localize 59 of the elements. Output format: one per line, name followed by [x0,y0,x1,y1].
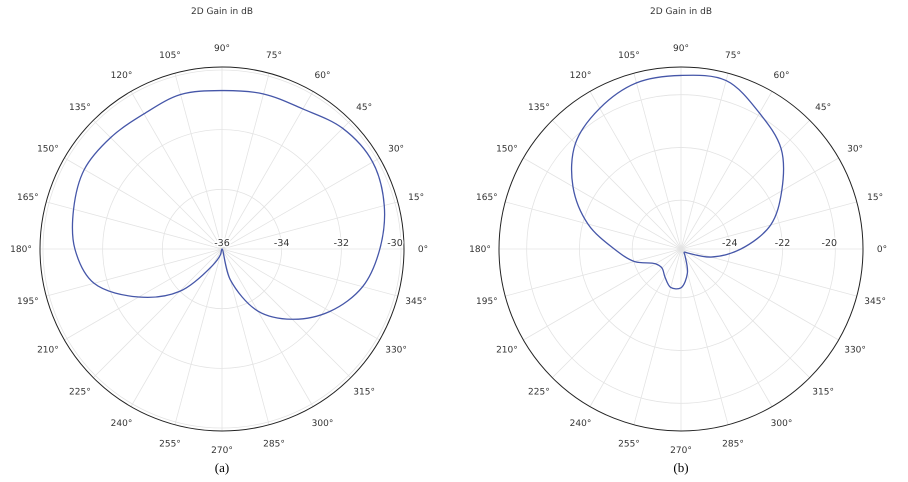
spoke-label: 285° [722,439,744,450]
spoke-label: 120° [110,71,132,82]
spoke-label: 120° [570,71,592,82]
spoke-label: 315° [353,387,375,398]
spoke-label: 135° [528,103,550,114]
spoke-label: 330° [844,346,866,356]
spoke-label: 45° [356,103,372,114]
y-tick-label: -22 [774,238,790,249]
y-tick-label: -24 [722,238,738,249]
y-tick-label: -32 [334,238,350,249]
y-tick-label: -30 [387,238,403,249]
spoke-label: 60° [314,71,330,82]
spoke-label: 165° [476,193,498,204]
spoke-label: 345° [405,297,427,308]
spoke-label: 210° [37,346,59,356]
spoke-label: 75° [725,51,741,61]
spoke-label: 315° [812,387,834,398]
y-tick-label: -20 [822,238,838,249]
spoke-label: 60° [774,71,790,82]
spoke-label: 210° [496,346,518,356]
spoke-label: 15° [408,193,424,204]
spoke-label: 330° [385,346,407,356]
spoke-label: 180° [469,245,491,256]
spoke-label: 195° [476,297,498,308]
spoke-label: 90° [214,44,230,54]
y-tick-label: -36 [214,238,230,249]
text: (b) [673,460,689,475]
spoke-label: 225° [69,387,91,398]
spoke-label: 135° [69,103,91,114]
spoke-label: 240° [570,419,592,430]
spoke-label: 150° [37,144,59,155]
spoke-label: 0° [418,245,428,256]
spoke-label: 105° [159,51,181,61]
spoke-label: 270° [211,446,233,456]
chart-title: 2D Gain in dB [190,7,254,17]
spoke-label: 345° [864,297,886,308]
spoke-label: 255° [618,439,640,450]
spoke-label: 300° [770,419,792,430]
spoke-label: 30° [847,144,864,155]
spoke-label: 225° [528,387,550,398]
spoke-label: 0° [876,245,888,256]
spoke-label: 30° [388,144,404,155]
spoke-label: 105° [618,51,640,61]
spoke-label: 300° [312,419,334,430]
y-tick-label: -34 [274,238,290,249]
spoke-label: 270° [670,446,692,456]
spoke-label: 195° [17,297,39,308]
chart-title: 2D Gain in dB [650,7,712,17]
spoke-label: 240° [110,419,132,430]
spoke-label: 180° [10,245,32,256]
spoke-label: 90° [673,44,689,54]
spoke-label: 285° [263,439,285,450]
spoke-label: 75° [266,51,282,61]
spoke-label: 165° [17,193,39,204]
spoke-label: 15° [867,193,884,204]
spoke-label: 45° [815,103,832,114]
spoke-label: 150° [496,144,518,155]
text: (a) [214,460,230,475]
spoke-label: 255° [159,439,181,450]
